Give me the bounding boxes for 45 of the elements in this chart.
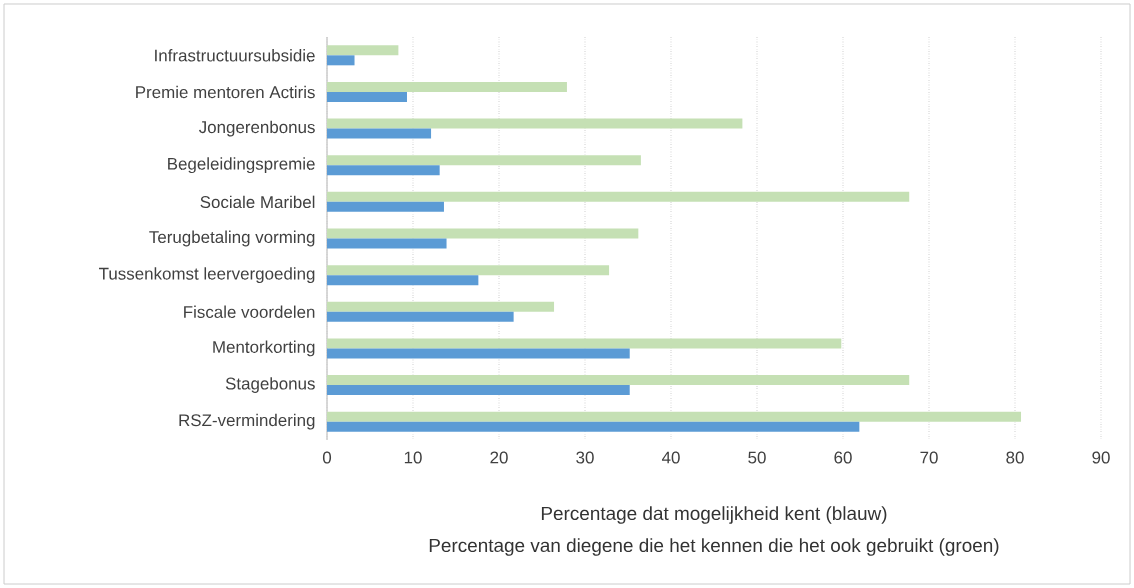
y-tick-label: Premie mentoren Actiris (136, 85, 315, 99)
x-tick-label: 80 (1006, 451, 1024, 464)
y-tick-label: Sociale Maribel (200, 195, 315, 209)
y-tick-label: Fiscale voordelen (184, 305, 315, 318)
x-axis-title: Percentage dat mogelijkheid kent (blauw) (541, 506, 887, 524)
bar (327, 238, 447, 249)
x-tick-label: 70 (920, 451, 938, 464)
bar (327, 45, 399, 56)
y-tick-label: Jongerenbonus (198, 120, 315, 137)
bar (327, 165, 440, 176)
y-tick-label: Terugbetaling vorming (149, 230, 315, 247)
y-tick-label: RSZ-vermindering (179, 413, 315, 430)
bar (327, 228, 639, 239)
x-tick-label: 50 (748, 451, 766, 464)
bar (327, 348, 630, 359)
y-tick-label: Infrastructuursubsidie (155, 49, 315, 62)
x-tick-label: 10 (404, 451, 422, 464)
bar (327, 201, 444, 212)
x-tick-label: 90 (1092, 451, 1110, 464)
bar (327, 91, 407, 102)
y-tick-label: Tussenkomst leervergoeding (99, 267, 315, 284)
bar (327, 265, 610, 276)
bar (327, 301, 555, 312)
bar (327, 128, 432, 139)
y-tick-label: Begeleidingspremie (168, 157, 315, 174)
bar (327, 375, 910, 386)
bar (327, 421, 860, 432)
bar (327, 385, 630, 396)
x-tick-label: 0 (322, 451, 332, 464)
x-tick-label: 20 (490, 451, 508, 464)
x-tick-label: 60 (834, 451, 852, 464)
bar (327, 275, 479, 286)
bar (327, 338, 842, 349)
y-tick-label: Stagebonus (225, 377, 315, 393)
text: Percentage van diegene die het kennen die het ook gebruikt (groen) (429, 538, 999, 556)
bar (327, 155, 641, 166)
bar (327, 81, 567, 92)
bar (327, 55, 355, 66)
bar (327, 118, 743, 129)
bar (327, 311, 514, 322)
x-tick-label: 40 (661, 451, 680, 464)
y-tick-label: Mentorkorting (213, 340, 315, 357)
bar (327, 191, 910, 202)
bar (327, 411, 1022, 422)
x-tick-label: 30 (576, 451, 594, 464)
